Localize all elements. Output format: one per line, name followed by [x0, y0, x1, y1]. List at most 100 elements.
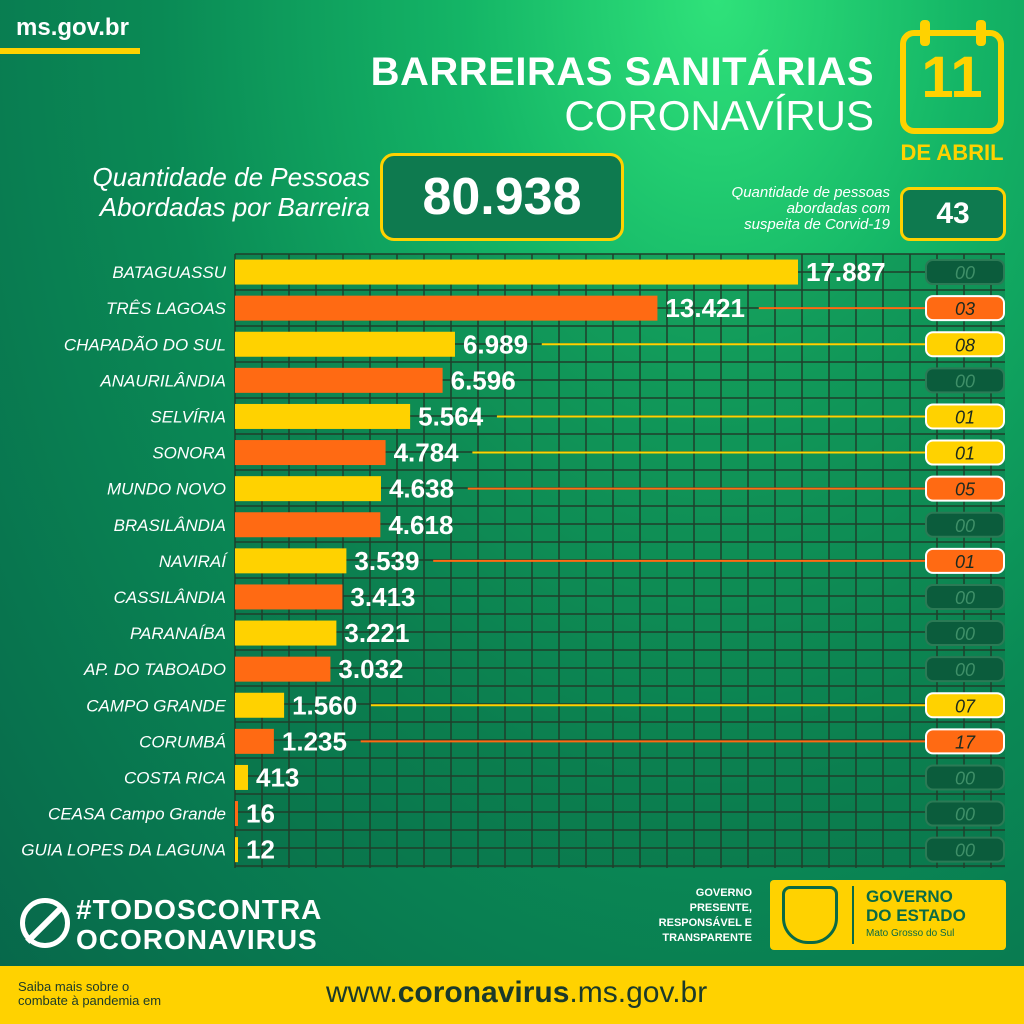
bar: [235, 512, 381, 538]
suspect-value: 01: [955, 407, 975, 427]
suspect-pill: [925, 656, 1005, 683]
category-label: BATAGUASSU: [112, 263, 226, 282]
category-label: BRASILÂNDIA: [114, 516, 226, 535]
bar: [235, 620, 337, 646]
suspect-pill: [925, 475, 1005, 502]
data-label: 1.235: [282, 726, 347, 756]
bar: [235, 801, 238, 827]
suspect-pill: [925, 439, 1005, 466]
gov-slogan: GOVERNO PRESENTE, RESPONSÁVEL E TRANSPAR…: [610, 886, 752, 946]
category-label: GUIA LOPES DA LAGUNA: [21, 841, 226, 860]
calendar-ring: [920, 20, 930, 46]
data-label: 3.539: [354, 546, 419, 576]
data-label: 6.989: [463, 329, 528, 359]
virus-ban-icon: [20, 898, 70, 948]
category-label: CORUMBÁ: [139, 732, 226, 751]
suspects-label-line1: Quantidade de pessoas: [731, 184, 890, 201]
category-label: CEASA Campo Grande: [48, 805, 226, 824]
bottom-bar: [0, 966, 1024, 1024]
hashtag-line2: OCORONAVIRUS: [76, 924, 318, 955]
suspects-total: 43: [900, 187, 1006, 241]
suspect-value: 03: [955, 299, 975, 319]
suspect-value: 05: [955, 480, 976, 500]
data-label: 12: [246, 835, 275, 865]
bar: [235, 584, 343, 610]
calendar-ring: [976, 20, 986, 46]
data-label: 1.560: [292, 690, 357, 720]
suspect-value: 00: [955, 805, 975, 825]
site-name[interactable]: ms.gov.br: [16, 14, 129, 41]
gov-slogan-line1: GOVERNO: [695, 887, 752, 899]
suspect-value: 07: [955, 696, 976, 716]
date-month: DE ABRIL: [900, 140, 1004, 165]
category-label: PARANAÍBA: [130, 624, 226, 643]
url-domain: coronavirus: [397, 976, 570, 1009]
data-label: 3.221: [344, 618, 409, 648]
bar: [235, 295, 658, 321]
category-label: CHAPADÃO DO SUL: [64, 335, 226, 354]
suspect-pill: [925, 583, 1005, 610]
gov-title-line2: DO ESTADO: [866, 906, 966, 925]
bar: [235, 692, 285, 718]
bar: [235, 548, 347, 574]
gov-slogan-line3: RESPONSÁVEL E: [658, 917, 752, 929]
suspects-label: Quantidade de pessoas abordadas com susp…: [650, 185, 890, 233]
category-label: SELVÍRIA: [150, 407, 226, 426]
suspect-value: 01: [955, 552, 975, 572]
suspect-pill: [925, 367, 1005, 394]
data-label: 6.596: [451, 365, 516, 395]
category-label: SONORA: [152, 444, 226, 463]
data-label: 16: [246, 799, 275, 829]
bar-chart: BATAGUASSU 17.887 00 TRÊS LAGOAS 13.421 03 CHA…: [21, 253, 1005, 868]
info-line2: combate à pandemia em: [18, 993, 162, 1008]
category-label: CAMPO GRANDE: [86, 696, 226, 715]
category-label: ANAURILÂNDIA: [99, 371, 226, 390]
category-label: NAVIRAÍ: [159, 552, 228, 571]
state-crest-icon: [782, 886, 838, 944]
gov-badge: [770, 880, 1006, 950]
hashtag-line1: #TODOSCONTRA: [76, 894, 323, 925]
suspect-value: 00: [955, 263, 975, 283]
suspect-value: 00: [955, 516, 975, 536]
suspect-value: 00: [955, 588, 975, 608]
category-label: CASSILÂNDIA: [114, 588, 226, 607]
data-label: 4.784: [394, 438, 460, 468]
data-label: 5.564: [418, 401, 484, 431]
suspect-value: 00: [955, 841, 975, 861]
suspect-pill: [925, 511, 1005, 538]
gov-state-name: Mato Grosso do Sul: [866, 928, 955, 939]
suspect-value: 08: [955, 335, 975, 355]
info-text: Saiba mais sobre o combate à pandemia em: [18, 980, 161, 1008]
suspect-pill: [925, 295, 1005, 322]
data-label: 413: [256, 762, 299, 792]
category-label: COSTA RICA: [124, 768, 226, 787]
suspect-pill: [925, 331, 1005, 358]
data-label: 4.618: [388, 510, 453, 540]
suspect-value: 01: [955, 444, 975, 464]
date-day: 11: [921, 45, 983, 110]
gov-divider: [852, 886, 854, 944]
bar: [235, 837, 238, 863]
total-label: Quantidade de Pessoas Abordadas por Barr…: [30, 162, 370, 222]
bar: [235, 764, 248, 790]
page-subtitle: CORONAVÍRUS: [564, 92, 874, 139]
bar: [235, 367, 443, 393]
category-label: AP. DO TABOADO: [83, 660, 226, 679]
category-label: MUNDO NOVO: [107, 480, 226, 499]
url-suffix: .ms.gov.br: [569, 976, 708, 1009]
gov-slogan-line2: PRESENTE,: [689, 902, 752, 914]
suspect-pill: [925, 800, 1005, 827]
bar: [235, 403, 411, 429]
suspect-pill: [925, 547, 1005, 574]
gov-title: GOVERNO DO ESTADO: [866, 887, 966, 925]
suspect-pill: [925, 620, 1005, 647]
website-link[interactable]: www.coronavirus.ms.gov.br: [326, 976, 707, 1010]
total-label-line2: Abordadas por Barreira: [99, 192, 370, 222]
bar: [235, 728, 274, 754]
url-prefix: www.: [326, 976, 398, 1009]
data-label: 3.032: [338, 654, 403, 684]
suspect-value: 00: [955, 660, 975, 680]
data-label: 17.887: [806, 257, 886, 287]
site-underline: [0, 48, 140, 54]
